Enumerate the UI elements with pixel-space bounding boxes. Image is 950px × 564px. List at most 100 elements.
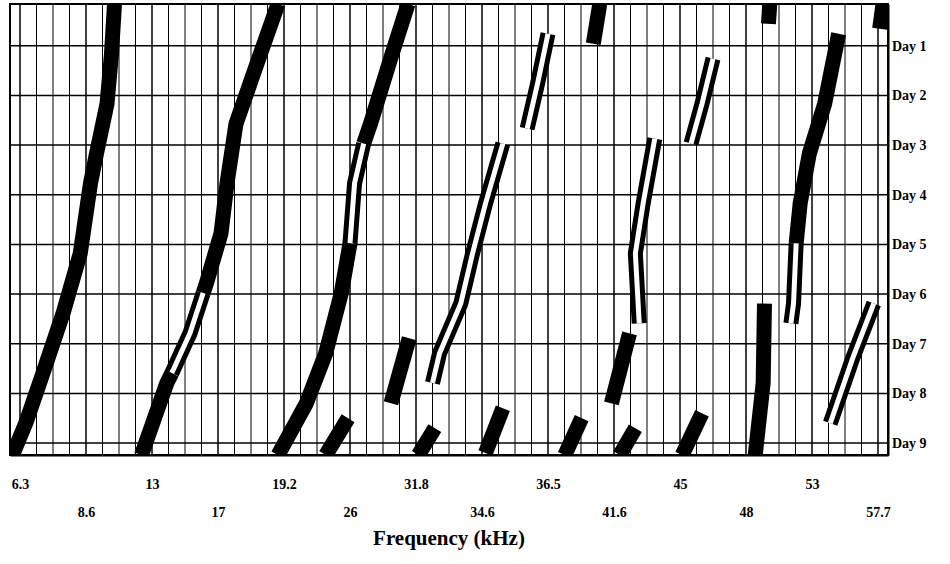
tick-label: Day 7 <box>892 337 927 352</box>
tick-label: Day 1 <box>892 39 927 54</box>
minor-grid-line <box>267 4 268 455</box>
minor-grid-line <box>861 4 862 455</box>
minor-grid-line <box>119 4 120 455</box>
x-axis: 6.38.6131719.22631.834.636.541.645485357… <box>11 455 891 520</box>
band <box>635 139 654 324</box>
band <box>485 408 502 453</box>
tick: 48 <box>740 455 754 520</box>
minor-grid-line <box>779 4 780 455</box>
tick-label: 19.2 <box>272 477 297 492</box>
tick-label: 31.8 <box>404 477 429 492</box>
tick-label: 26 <box>344 505 358 520</box>
tick: 26 <box>344 455 358 520</box>
tick: 13 <box>146 455 160 492</box>
minor-grid-line <box>234 4 235 455</box>
tick-label: 36.5 <box>536 477 561 492</box>
minor-grid-line <box>531 4 532 455</box>
tick: Day 9 <box>888 436 927 451</box>
grid-line <box>10 194 888 196</box>
tick: Day 1 <box>888 39 927 54</box>
tick: 57.7 <box>866 455 891 520</box>
minor-grid-line <box>630 4 631 455</box>
minor-grid-line <box>53 4 54 455</box>
minor-grid-line <box>135 4 136 455</box>
tick: 31.8 <box>404 455 429 492</box>
plot-frame <box>10 4 888 455</box>
tick-label: Day 2 <box>892 88 927 103</box>
band-core <box>350 144 364 244</box>
band <box>611 333 629 403</box>
tick-label: Day 5 <box>892 237 927 252</box>
band-core <box>691 59 713 144</box>
tick: 19.2 <box>272 455 297 492</box>
tick: Day 2 <box>888 88 927 103</box>
band <box>796 34 839 244</box>
minor-grid-line <box>564 4 565 455</box>
minor-grid-line <box>69 4 70 455</box>
band <box>350 144 364 244</box>
tick: 17 <box>212 455 226 520</box>
tick-label: 34.6 <box>470 505 495 520</box>
chart: 6.38.6131719.22631.834.636.541.645485357… <box>0 0 950 564</box>
minor-grid-line <box>465 4 466 455</box>
tick-label: 57.7 <box>866 505 891 520</box>
marks <box>13 4 884 455</box>
grid-line <box>679 4 681 455</box>
grid-line <box>10 293 888 295</box>
tick-label: Day 9 <box>892 436 927 451</box>
band <box>830 304 874 424</box>
band <box>418 428 435 455</box>
band-core <box>527 34 548 129</box>
minor-grid-line <box>597 4 598 455</box>
tick-label: Day 6 <box>892 287 927 302</box>
axis-line <box>11 455 889 457</box>
band <box>203 4 278 293</box>
band <box>278 243 350 455</box>
band <box>682 413 702 455</box>
grid-line <box>10 244 888 246</box>
tick: 45 <box>674 455 688 492</box>
minor-grid-line <box>729 4 730 455</box>
band <box>620 428 636 455</box>
band <box>791 243 796 323</box>
minor-grid-line <box>432 4 433 455</box>
tick: Day 4 <box>888 188 927 203</box>
plot: 6.38.6131719.22631.834.636.541.645485357… <box>10 4 927 520</box>
y-axis: Day 1 Day 2 Day 3 Day 4 Day 5 Day 6 Day 7 Day 8… <box>888 5 927 456</box>
minor-grid-line <box>333 4 334 455</box>
minor-grid-line <box>366 4 367 455</box>
band-core <box>172 293 203 373</box>
band-core <box>830 304 874 424</box>
grid-line <box>745 4 747 455</box>
tick-label: 48 <box>740 505 754 520</box>
plot-background <box>10 4 888 455</box>
band <box>326 418 348 455</box>
band <box>391 338 409 403</box>
tick: Day 8 <box>888 386 927 401</box>
minor-grid-line <box>515 4 516 455</box>
grid-line <box>10 45 888 47</box>
tick-label: 53 <box>806 477 820 492</box>
band <box>691 59 713 144</box>
tick-label: Day 3 <box>892 138 927 153</box>
band <box>565 418 582 455</box>
minor-grid-line <box>449 4 450 455</box>
axis-title: Frequency (kHz) <box>373 526 525 550</box>
tick: 53 <box>806 455 820 492</box>
tick: 8.6 <box>78 455 96 520</box>
grid-line <box>877 4 879 455</box>
tick-label: 41.6 <box>602 505 627 520</box>
band <box>364 4 408 144</box>
band <box>593 4 599 44</box>
tick-label: 17 <box>212 505 226 520</box>
band <box>755 304 764 455</box>
band-core <box>433 144 503 383</box>
tick: Day 5 <box>888 237 927 252</box>
grid-line <box>10 95 888 97</box>
grid-line <box>415 4 417 455</box>
tick-label: 8.6 <box>78 505 96 520</box>
band <box>433 144 503 383</box>
band-core <box>635 139 654 324</box>
tick: Day 6 <box>888 287 927 302</box>
grid-line <box>151 4 153 455</box>
